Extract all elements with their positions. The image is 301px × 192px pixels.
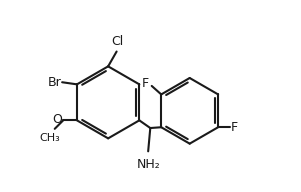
Text: O: O [52, 113, 62, 126]
Text: Br: Br [47, 76, 61, 89]
Text: F: F [231, 121, 238, 134]
Text: CH₃: CH₃ [39, 133, 60, 143]
Text: Cl: Cl [112, 35, 124, 48]
Text: F: F [142, 77, 149, 90]
Text: NH₂: NH₂ [136, 158, 160, 171]
